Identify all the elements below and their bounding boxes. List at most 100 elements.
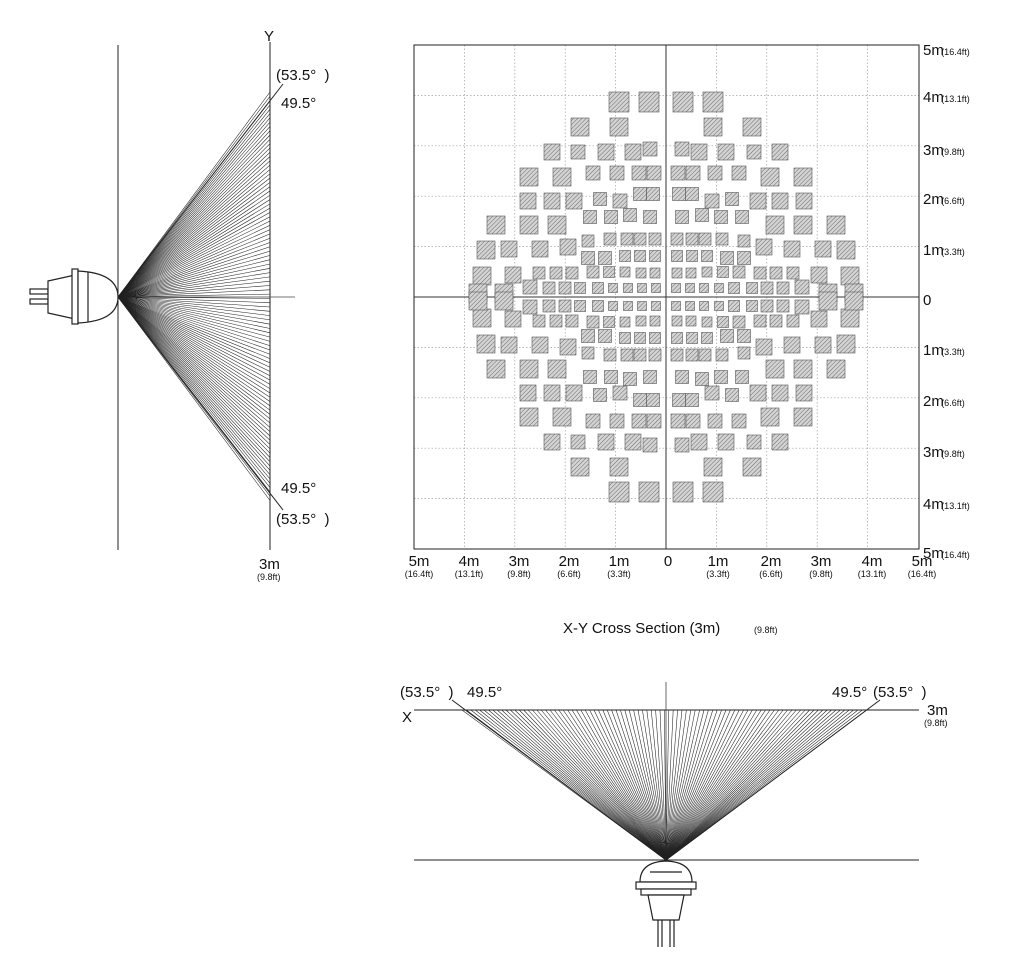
detection-zone — [649, 332, 661, 344]
front-ray — [505, 709, 667, 861]
detection-zone — [603, 266, 615, 278]
detection-zone — [543, 143, 561, 161]
detection-zone — [623, 372, 637, 386]
side-ray — [117, 296, 271, 450]
side-ray — [117, 130, 271, 298]
side-ray — [117, 296, 271, 364]
side-ray — [117, 285, 271, 298]
side-ray — [117, 113, 271, 298]
detection-zone — [586, 315, 600, 329]
detection-zone — [717, 433, 735, 451]
side-ray — [117, 177, 271, 298]
side-ray — [117, 109, 271, 298]
bottom-tick-label: 2m — [559, 553, 580, 570]
detection-zone — [746, 300, 758, 312]
detection-zone — [742, 457, 762, 477]
front-ray — [665, 709, 775, 861]
side-ray — [117, 280, 271, 298]
front-ray — [637, 709, 667, 861]
detection-zone — [749, 192, 767, 210]
front-ray — [615, 709, 667, 861]
front-view: (53.5° ) 49.5° 49.5° (53.5° ) X 3m (9.8f… — [400, 682, 948, 947]
front-ray — [665, 709, 709, 861]
detection-zone — [608, 91, 630, 113]
side-ray — [117, 246, 271, 298]
side-ray — [117, 296, 271, 488]
side-ray — [117, 186, 271, 298]
detection-zone — [769, 314, 783, 328]
right-axis-ticks: 5m(16.4ft)4m(13.1ft)3m(9.8ft)2m(6.6ft)1m… — [923, 42, 970, 562]
front-ray — [665, 709, 780, 861]
detection-zone — [642, 141, 658, 157]
front-ray — [665, 709, 850, 861]
detection-zone — [504, 310, 522, 328]
detection-zone — [793, 215, 813, 235]
side-ray — [117, 296, 271, 312]
bottom-tick-label: 4m — [862, 553, 883, 570]
detection-zone — [623, 208, 637, 222]
front-ray — [665, 709, 802, 861]
detection-zone — [468, 291, 488, 311]
side-ray — [117, 199, 271, 298]
bottom-tick-ft: (16.4ft) — [405, 569, 434, 579]
front-ray — [593, 709, 667, 861]
right-tick-label: 0 — [923, 292, 931, 309]
side-ray — [117, 296, 271, 411]
side-ray — [117, 263, 271, 298]
cross-section: 5m(16.4ft)4m(13.1ft)3m(9.8ft)2m(6.6ft)1m… — [405, 42, 970, 637]
detection-zone — [637, 283, 647, 293]
front-ray — [558, 709, 667, 861]
detection-zone — [840, 308, 860, 328]
front-ray — [510, 709, 667, 861]
side-ray — [117, 296, 271, 359]
front-ray — [536, 709, 667, 861]
detection-zone — [643, 210, 657, 224]
detection-zone — [714, 301, 724, 311]
side-axis-label: Y — [264, 28, 274, 45]
detection-zone — [810, 310, 828, 328]
detection-zone — [760, 407, 780, 427]
detection-zone — [735, 370, 749, 384]
detection-zone — [671, 267, 683, 279]
side-ray — [117, 152, 271, 298]
detection-zone — [771, 433, 789, 451]
detection-zone — [685, 315, 697, 327]
right-tick-ft: (16.4ft) — [941, 550, 970, 560]
front-ray — [665, 709, 683, 861]
detection-zone — [522, 279, 538, 295]
detection-zone — [597, 433, 615, 451]
front-ray — [665, 709, 771, 861]
detection-zone — [771, 384, 789, 402]
side-ray — [117, 134, 271, 298]
right-tick-label: 4m — [923, 89, 944, 106]
detection-zone — [624, 433, 642, 451]
detection-zone — [619, 332, 631, 344]
right-tick-label: 3m — [923, 444, 944, 461]
side-ray — [117, 296, 271, 389]
detection-zone — [574, 300, 586, 312]
detection-zone — [649, 315, 661, 327]
detection-zone — [633, 393, 647, 407]
front-ray — [665, 709, 828, 861]
detection-zone — [519, 359, 539, 379]
side-ray — [117, 296, 271, 471]
bottom-tick-ft: (6.6ft) — [759, 569, 783, 579]
detection-zone — [592, 282, 604, 294]
side-ray — [117, 268, 271, 298]
detection-zone — [633, 187, 647, 201]
detection-zone — [637, 301, 647, 311]
side-ray — [117, 117, 271, 298]
detection-zone — [671, 315, 683, 327]
side-ray — [117, 194, 271, 298]
detection-zone — [519, 192, 537, 210]
front-ray — [665, 709, 819, 861]
detection-zone — [701, 266, 713, 278]
detection-zone — [604, 370, 618, 384]
side-ray — [117, 296, 271, 342]
side-detection-rays — [117, 91, 271, 501]
right-tick-label: 1m — [923, 342, 944, 359]
detection-zone — [814, 240, 832, 258]
detection-zone — [603, 348, 617, 362]
detection-zone — [592, 300, 604, 312]
